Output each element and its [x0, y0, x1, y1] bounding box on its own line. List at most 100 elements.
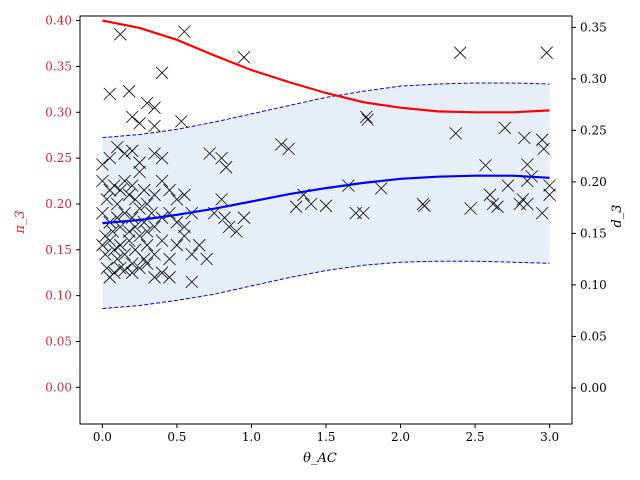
scatter-point-96	[218, 211, 231, 224]
scatter-point-86	[148, 271, 161, 284]
x-tick-label: 2.0	[391, 430, 410, 444]
scatter-point-98	[230, 225, 243, 238]
scatter-point-24	[111, 197, 124, 211]
y-right-tick-label: 0.05	[580, 329, 607, 343]
y-right-tick-label: 0.00	[580, 381, 607, 395]
scatter-point-121	[498, 121, 512, 135]
x-axis-label: θ_AC	[303, 451, 337, 466]
scatter-point-122	[501, 179, 515, 192]
scatter-point-0	[114, 28, 127, 41]
y-left-tick-label: 0.00	[45, 380, 72, 394]
y-right-tick-label: 0.35	[580, 20, 607, 34]
scatter-point-33	[148, 188, 161, 202]
scatter-point-75	[178, 229, 191, 243]
scatter-point-16	[125, 144, 139, 158]
x-tick-label: 3.0	[540, 430, 559, 444]
scatter-point-31	[137, 183, 151, 197]
scatter-point-37	[178, 188, 191, 202]
scatter-point-59	[99, 248, 112, 261]
scatter-point-65	[122, 234, 136, 247]
scatter-point-13	[103, 151, 117, 165]
scatter-point-35	[163, 183, 176, 197]
scatter-point-9	[133, 117, 146, 130]
scatter-point-60	[103, 234, 117, 247]
scatter-point-84	[133, 261, 146, 275]
scatter-point-11	[148, 119, 161, 133]
scatter-point-25	[114, 183, 127, 197]
scatter-point-78	[100, 261, 114, 275]
scatter-point-66	[125, 257, 139, 270]
x-tick-label: 0.5	[167, 430, 186, 444]
scatter-point-56	[178, 220, 191, 234]
scatter-point-100	[275, 138, 288, 151]
scatter-point-7	[148, 101, 161, 114]
axes: 0.0 0.5 1.0 1.5 2.0 2.5 3.0 0.00 0.05 0.10 0.15 0.2…	[45, 14, 606, 444]
scatter-point-85	[140, 257, 154, 270]
scatter-point-81	[114, 261, 127, 275]
scatter-point-15	[118, 147, 131, 160]
scatter-point-10	[175, 115, 188, 128]
scatter-point-74	[170, 238, 184, 252]
x-tick-label: 2.5	[466, 430, 485, 444]
scatter-point-77	[193, 238, 206, 252]
scatter-point-52	[148, 220, 161, 234]
scatter-point-120	[491, 200, 504, 213]
scatter-point-20	[96, 174, 109, 188]
scatter-point-110	[361, 113, 374, 126]
scatter-point-50	[140, 225, 154, 238]
y-right-tick-label: 0.10	[580, 278, 607, 292]
plot-area	[96, 19, 556, 310]
band-upper-line	[102, 82, 550, 139]
scatter-point-89	[185, 275, 199, 289]
scatter-point-105	[319, 199, 333, 213]
scatter-point-12	[96, 158, 109, 171]
band-lower-line	[102, 260, 550, 310]
y-right-tick-label: 0.30	[580, 72, 607, 86]
scatter-point-102	[289, 200, 303, 213]
scatter-point-93	[219, 161, 233, 174]
scatter-point-73	[163, 252, 176, 266]
scatter-point-114	[449, 127, 462, 140]
scatter-point-131	[543, 179, 556, 192]
scatter-point-92	[215, 151, 228, 165]
confidence-band	[102, 83, 550, 309]
scatter-point-32	[140, 197, 154, 211]
scatter-point-129	[537, 142, 550, 156]
scatter-point-55	[170, 216, 184, 229]
scatter-point-134	[513, 197, 527, 211]
scatter-point-88	[163, 271, 176, 284]
scatter-point-41	[106, 225, 120, 238]
x-tick-label: 0.0	[93, 430, 112, 444]
scatter-point-8	[125, 110, 139, 124]
scatter-point-44	[118, 206, 131, 220]
y-left-tick-label: 0.40	[45, 14, 72, 28]
scatter-point-71	[148, 248, 161, 261]
scatter-point-34	[155, 174, 169, 188]
scatter-point-80	[108, 266, 121, 279]
scatter-point-64	[118, 248, 131, 261]
scatter-point-82	[118, 263, 131, 277]
scatter-point-132	[543, 188, 556, 202]
y-left-tick-label: 0.30	[45, 105, 72, 119]
scatter-point-68	[133, 229, 146, 243]
scatter-point-97	[222, 220, 236, 234]
scatter-point-36	[170, 193, 184, 206]
scatter-point-118	[483, 188, 497, 202]
x-tick-label: 1.5	[316, 430, 335, 444]
scatter-point-17	[133, 156, 146, 169]
scatter-point-21	[100, 193, 114, 206]
scatter-point-116	[464, 202, 477, 215]
scatter-point-111	[374, 182, 388, 195]
scatter-point-61	[108, 243, 121, 257]
scatter-point-14	[111, 140, 124, 154]
scatter-point-91	[203, 147, 216, 160]
scatter-point-119	[486, 197, 500, 211]
scatter-point-26	[118, 174, 131, 188]
y-left-tick-label: 0.35	[45, 59, 72, 73]
scatter-point-72	[155, 234, 169, 247]
scatter-point-28	[125, 179, 139, 192]
scatter-point-87	[155, 266, 169, 279]
y-right-tick-label: 0.25	[580, 123, 607, 137]
scatter-point-99	[237, 211, 251, 224]
